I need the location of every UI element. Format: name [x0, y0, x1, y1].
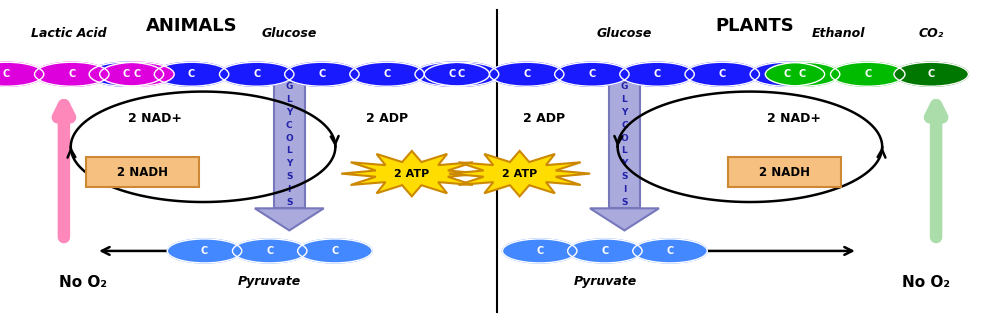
Polygon shape — [255, 208, 324, 231]
Text: C: C — [133, 69, 141, 79]
Text: C: C — [3, 69, 10, 79]
Circle shape — [502, 239, 577, 263]
Text: S: S — [286, 197, 293, 206]
Circle shape — [415, 62, 489, 86]
Text: 2 ATP: 2 ATP — [502, 169, 537, 179]
Text: C: C — [799, 69, 806, 79]
Circle shape — [100, 62, 174, 86]
Text: Y: Y — [286, 108, 292, 117]
Polygon shape — [341, 151, 482, 196]
Circle shape — [167, 239, 242, 263]
Text: C: C — [666, 246, 674, 256]
Circle shape — [750, 62, 825, 86]
Text: C: C — [536, 246, 543, 256]
Circle shape — [489, 62, 564, 86]
Circle shape — [350, 62, 424, 86]
Circle shape — [298, 239, 372, 263]
Circle shape — [0, 62, 44, 86]
Text: Glucose: Glucose — [597, 26, 652, 40]
Text: L: L — [622, 146, 627, 155]
Text: No O₂: No O₂ — [902, 275, 950, 290]
Text: L: L — [286, 95, 292, 104]
Text: C: C — [331, 246, 338, 256]
Circle shape — [154, 62, 229, 86]
Circle shape — [285, 62, 359, 86]
Text: C: C — [653, 69, 661, 79]
Text: 2 NAD+: 2 NAD+ — [767, 112, 821, 125]
Text: Lactic Acid: Lactic Acid — [31, 26, 107, 40]
Text: Pyruvate: Pyruvate — [238, 275, 301, 288]
FancyBboxPatch shape — [728, 157, 841, 187]
Text: I: I — [288, 185, 291, 194]
Text: S: S — [286, 172, 293, 181]
Circle shape — [555, 62, 629, 86]
Circle shape — [424, 62, 499, 86]
Text: 2 ADP: 2 ADP — [366, 112, 408, 125]
Text: I: I — [623, 185, 626, 194]
Text: C: C — [523, 69, 530, 79]
Text: Y: Y — [286, 159, 292, 168]
Circle shape — [219, 62, 294, 86]
Text: No O₂: No O₂ — [59, 275, 107, 290]
Polygon shape — [274, 80, 305, 208]
Text: C: C — [68, 69, 75, 79]
Circle shape — [765, 62, 840, 86]
Text: S: S — [621, 172, 628, 181]
Text: C: C — [601, 246, 608, 256]
Polygon shape — [449, 151, 590, 196]
Text: C: C — [383, 69, 391, 79]
Text: L: L — [286, 146, 292, 155]
Circle shape — [894, 62, 968, 86]
Text: C: C — [266, 246, 273, 256]
Text: PLANTS: PLANTS — [715, 17, 794, 35]
Text: 2 NADH: 2 NADH — [759, 166, 810, 178]
FancyBboxPatch shape — [86, 157, 199, 187]
Text: C: C — [719, 69, 726, 79]
Text: C: C — [253, 69, 260, 79]
Text: C: C — [286, 121, 293, 130]
Text: O: O — [285, 134, 293, 143]
Text: C: C — [201, 246, 208, 256]
Circle shape — [232, 239, 307, 263]
Circle shape — [568, 239, 642, 263]
Text: C: C — [864, 69, 871, 79]
Text: C: C — [621, 121, 628, 130]
Polygon shape — [590, 208, 659, 231]
Text: ANIMALS: ANIMALS — [145, 17, 237, 35]
Text: C: C — [449, 69, 456, 79]
Text: C: C — [928, 69, 935, 79]
Polygon shape — [609, 80, 640, 208]
Text: G: G — [621, 82, 628, 91]
Circle shape — [620, 62, 694, 86]
Text: Glucose: Glucose — [262, 26, 317, 40]
Text: +: + — [880, 65, 895, 83]
Text: G: G — [286, 82, 293, 91]
Text: 2 NAD+: 2 NAD+ — [128, 112, 182, 125]
Text: O: O — [621, 134, 628, 143]
Text: C: C — [123, 69, 130, 79]
Text: Pyruvate: Pyruvate — [573, 275, 636, 288]
Circle shape — [633, 239, 707, 263]
Text: 2 ADP: 2 ADP — [523, 112, 565, 125]
Text: Ethanol: Ethanol — [811, 26, 865, 40]
Circle shape — [685, 62, 759, 86]
Text: C: C — [784, 69, 791, 79]
Text: C: C — [188, 69, 195, 79]
Text: 2 NADH: 2 NADH — [117, 166, 168, 178]
Circle shape — [89, 62, 164, 86]
Text: C: C — [588, 69, 596, 79]
Text: 2 ATP: 2 ATP — [394, 169, 429, 179]
Text: Y: Y — [621, 159, 628, 168]
Text: C: C — [458, 69, 465, 79]
Text: S: S — [621, 197, 628, 206]
Text: Y: Y — [621, 108, 628, 117]
Circle shape — [831, 62, 905, 86]
Text: C: C — [318, 69, 326, 79]
Circle shape — [34, 62, 109, 86]
Text: L: L — [622, 95, 627, 104]
Text: CO₂: CO₂ — [919, 26, 944, 40]
